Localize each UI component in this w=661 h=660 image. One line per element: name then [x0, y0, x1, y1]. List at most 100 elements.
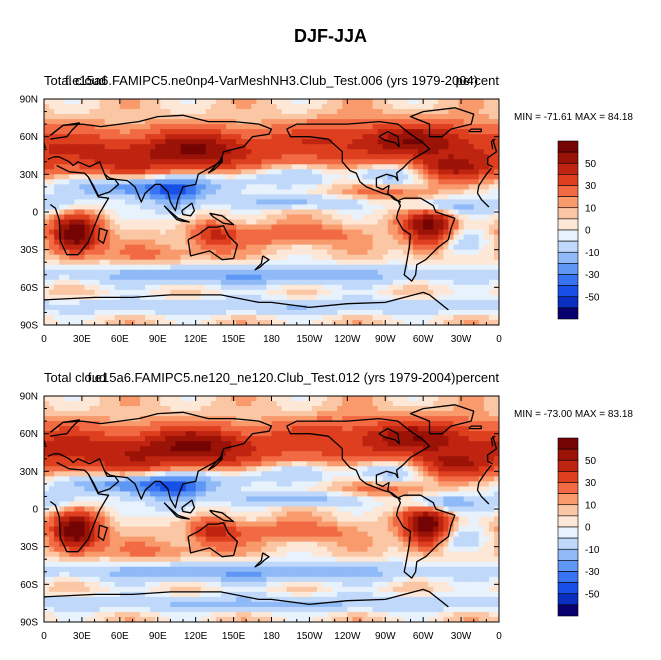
contour-cell	[251, 426, 257, 432]
contour-cell	[387, 124, 394, 130]
contour-cell	[327, 244, 333, 251]
contour-cell	[392, 149, 399, 155]
contour-cell	[483, 314, 490, 321]
contour-cell	[261, 219, 268, 226]
contour-cell	[327, 239, 333, 246]
contour-cell	[327, 229, 333, 236]
contour-cell	[352, 314, 359, 321]
contour-cell	[44, 299, 50, 306]
contour-cell	[453, 144, 460, 150]
contour-cell	[114, 219, 121, 226]
contour-cell	[160, 199, 166, 206]
contour-cell	[418, 294, 424, 301]
contour-cell	[109, 204, 116, 211]
contour-cell	[296, 259, 303, 266]
contour-cell	[44, 204, 50, 211]
contour-cell	[104, 154, 111, 160]
contour-cell	[377, 144, 384, 150]
contour-cell	[64, 244, 70, 251]
contour-cell	[443, 396, 450, 402]
contour-cell	[306, 109, 313, 115]
contour-cell	[362, 119, 369, 125]
contour-cell	[256, 184, 262, 190]
contour-cell	[473, 249, 480, 256]
contour-cell	[357, 289, 364, 296]
contour-cell	[119, 159, 126, 165]
contour-cell	[418, 199, 424, 206]
contour-cell	[428, 154, 434, 160]
contour-cell	[185, 189, 192, 196]
contour-cell	[301, 114, 308, 120]
contour-cell	[256, 431, 262, 437]
contour-cell	[317, 219, 323, 226]
contour-cell	[44, 426, 50, 432]
contour-cell	[215, 194, 222, 201]
contour-cell	[438, 304, 444, 311]
contour-cell	[205, 154, 212, 160]
contour-cell	[291, 436, 298, 442]
contour-cell	[478, 174, 485, 180]
contour-cell	[69, 209, 75, 216]
contour-cell	[306, 229, 313, 236]
contour-cell	[210, 159, 217, 165]
contour-cell	[74, 436, 80, 442]
contour-cell	[79, 254, 86, 261]
contour-cell	[453, 154, 460, 160]
contour-cell	[94, 234, 101, 241]
contour-cell	[453, 421, 460, 427]
contour-cell	[266, 169, 273, 175]
contour-cell	[84, 224, 91, 231]
contour-cell	[443, 159, 450, 165]
contour-cell	[463, 314, 470, 321]
contour-cell	[175, 174, 182, 180]
contour-cell	[322, 99, 328, 105]
contour-cell	[332, 199, 338, 206]
contour-cell	[357, 199, 364, 206]
contour-cell	[311, 214, 318, 221]
contour-cell	[433, 119, 439, 125]
contour-cell	[226, 314, 232, 321]
contour-cell	[236, 179, 242, 185]
contour-cell	[109, 421, 116, 427]
contour-cell	[387, 279, 394, 286]
colorbar-label: 0	[585, 226, 591, 237]
contour-cell	[493, 154, 499, 160]
contour-cell	[104, 431, 111, 437]
contour-cell	[276, 169, 283, 175]
figure-title: DJF-JJA	[293, 26, 368, 46]
contour-cell	[306, 284, 313, 291]
contour-cell	[220, 294, 227, 301]
contour-cell	[271, 274, 278, 281]
contour-cell	[291, 164, 298, 170]
contour-cell	[54, 129, 60, 135]
contour-cell	[210, 114, 217, 120]
contour-cell	[140, 179, 146, 185]
contour-cell	[59, 259, 65, 266]
contour-cell	[382, 219, 389, 226]
contour-cell	[200, 299, 207, 306]
contour-cell	[165, 234, 171, 241]
contour-cell	[322, 219, 328, 226]
contour-cell	[69, 284, 75, 291]
contour-cell	[261, 396, 268, 402]
contour-cell	[200, 224, 207, 231]
contour-cell	[428, 416, 434, 422]
contour-cell	[463, 274, 470, 281]
contour-cell	[89, 104, 96, 110]
y-tick-label: 30N	[20, 170, 38, 181]
x-tick-label: 120E	[184, 334, 208, 345]
contour-cell	[124, 149, 131, 155]
contour-cell	[413, 144, 419, 150]
contour-cell	[332, 154, 338, 160]
contour-cell	[140, 154, 146, 160]
contour-cell	[145, 119, 151, 125]
contour-cell	[443, 109, 450, 115]
contour-cell	[140, 184, 146, 190]
contour-cell	[423, 144, 429, 150]
contour-cell	[362, 214, 369, 221]
contour-cell	[74, 401, 80, 407]
contour-cell	[413, 184, 419, 190]
contour-cell	[271, 209, 278, 216]
contour-cell	[210, 229, 217, 236]
contour-cell	[140, 269, 146, 276]
